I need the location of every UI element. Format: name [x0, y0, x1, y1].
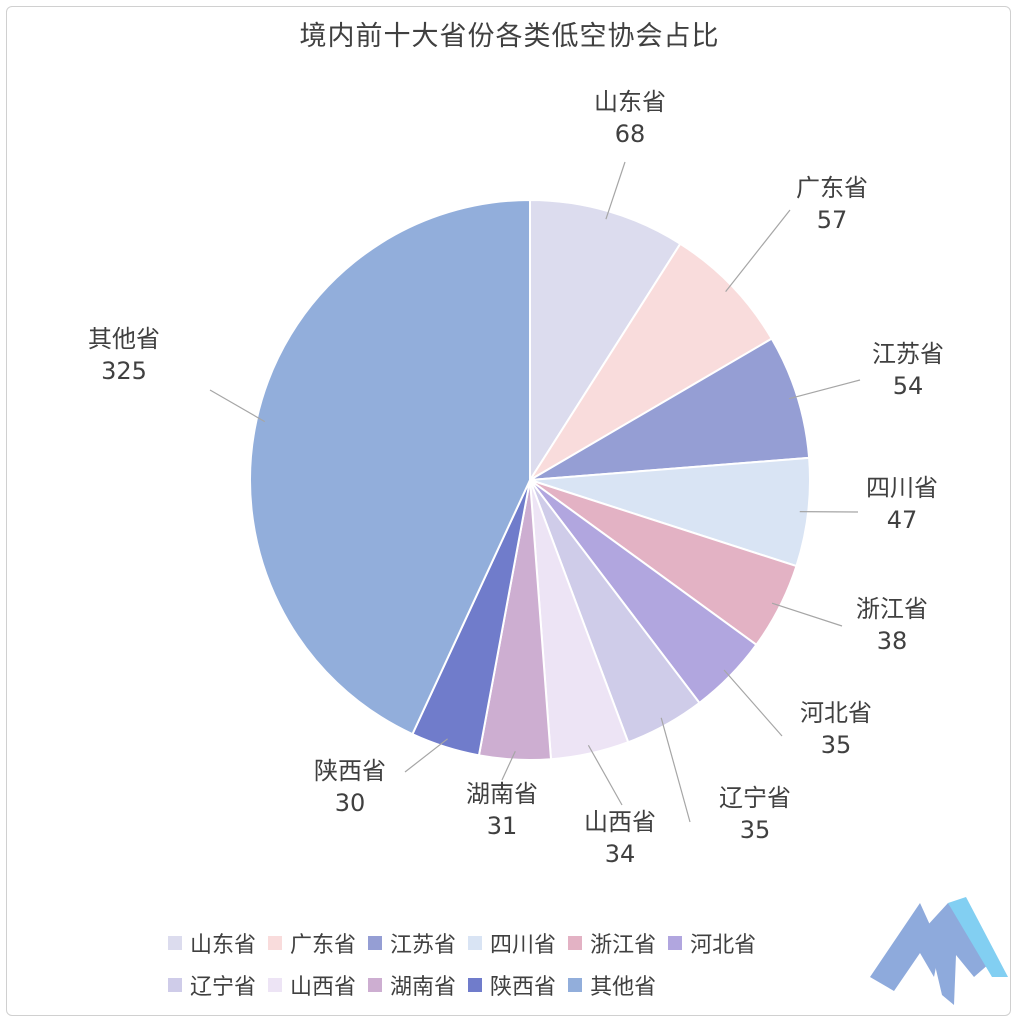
legend-label: 河北省	[690, 933, 757, 958]
data-label-category: 广东省	[796, 174, 868, 202]
data-label-value: 35	[821, 731, 852, 759]
pie-slice	[529, 242, 774, 481]
data-label-category: 山西省	[584, 808, 656, 836]
data-label-category: 河北省	[800, 699, 872, 727]
leader-line	[605, 161, 626, 220]
data-label-category: 湖南省	[466, 780, 538, 808]
legend-swatch	[268, 978, 283, 992]
legend-item: 广东省	[268, 927, 356, 959]
leader-line	[723, 669, 783, 737]
legend-label: 四川省	[490, 933, 557, 958]
legend-item: 陕西省	[468, 969, 556, 1001]
data-label-category: 四川省	[866, 474, 938, 502]
data-label-category: 辽宁省	[719, 784, 791, 812]
leader-line	[501, 750, 516, 781]
legend-label: 广东省	[290, 933, 357, 958]
data-label-value: 31	[487, 812, 518, 840]
legend-swatch	[468, 978, 483, 992]
legend-label: 陕西省	[490, 975, 557, 1000]
data-label-category: 山东省	[594, 88, 666, 116]
legend-swatch	[468, 936, 483, 950]
pie-slice	[249, 198, 531, 736]
legend-item: 其他省	[568, 969, 656, 1001]
legend-swatch	[568, 978, 583, 992]
leader-line	[587, 744, 623, 806]
legend-swatch	[368, 978, 383, 992]
legend-label: 其他省	[590, 975, 657, 1000]
logo-icon	[870, 897, 1008, 1005]
data-label-value: 54	[893, 372, 924, 400]
legend-row: 山东省 广东省 江苏省 四川省 浙江省 河北省	[168, 922, 888, 964]
legend-item: 山东省	[168, 927, 256, 959]
data-label-value: 30	[335, 789, 366, 817]
legend-label: 辽宁省	[190, 975, 257, 1000]
legend-item: 河北省	[668, 927, 756, 959]
legend: 山东省 广东省 江苏省 四川省 浙江省 河北省 辽宁省 山西省 湖南省 陕西省 其他省	[168, 922, 888, 1006]
legend-item: 辽宁省	[168, 969, 256, 1001]
data-label-value: 57	[817, 206, 848, 234]
legend-swatch	[168, 978, 182, 992]
leader-line	[404, 738, 448, 773]
data-label-value: 325	[101, 357, 147, 385]
chart-title: 境内前十大省份各类低空协会占比	[299, 21, 720, 52]
data-label-value: 35	[740, 816, 771, 844]
legend-item: 浙江省	[568, 927, 656, 959]
legend-row: 辽宁省 山西省 湖南省 陕西省 其他省	[168, 964, 888, 1006]
leader-line	[788, 379, 861, 400]
legend-swatch	[368, 936, 383, 950]
legend-label: 浙江省	[590, 933, 657, 958]
legend-swatch	[268, 936, 283, 950]
data-label-category: 陕西省	[314, 757, 386, 785]
chart-frame	[6, 6, 1011, 1016]
legend-item: 山西省	[268, 969, 356, 1001]
leader-line	[725, 209, 791, 292]
legend-item: 四川省	[468, 927, 556, 959]
data-label-category: 江苏省	[872, 340, 944, 368]
legend-label: 江苏省	[390, 933, 457, 958]
data-label-category: 浙江省	[856, 595, 928, 623]
data-label-value: 47	[887, 506, 918, 534]
legend-item: 江苏省	[368, 927, 456, 959]
legend-item: 湖南省	[368, 969, 456, 1001]
data-label-value: 68	[615, 120, 646, 148]
legend-swatch	[668, 936, 683, 950]
legend-swatch	[568, 936, 583, 950]
legend-swatch	[168, 936, 182, 950]
data-label-category: 其他省	[88, 325, 160, 353]
leader-line	[660, 717, 691, 823]
legend-label: 湖南省	[390, 975, 457, 1000]
data-label-value: 38	[877, 627, 908, 655]
data-label-value: 34	[605, 840, 636, 868]
leader-line	[771, 602, 843, 627]
legend-label: 山西省	[290, 975, 357, 1000]
legend-label: 山东省	[190, 933, 257, 958]
leader-line	[209, 389, 266, 423]
